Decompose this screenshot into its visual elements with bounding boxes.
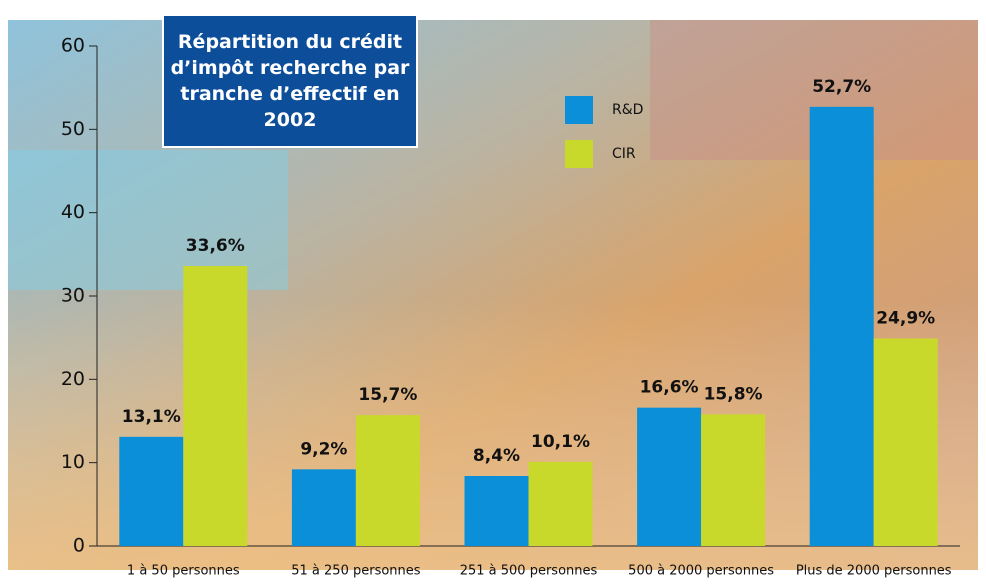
bar [873,338,938,546]
x-tick-label: 1 à 50 personnes [127,564,240,579]
y-tick-label: 0 [73,535,85,557]
value-label: 24,9% [876,309,935,329]
bar [809,106,874,546]
bar [119,436,184,546]
x-tick-label: 251 à 500 personnes [460,564,598,579]
bar [291,469,356,546]
y-tick-label: 30 [61,285,85,307]
y-tick-label: 20 [61,368,85,390]
bar [355,415,420,546]
bar [528,461,593,546]
legend-label: R&D [612,102,643,118]
x-tick-label: 51 à 250 personnes [291,564,421,579]
value-label: 9,2% [300,439,347,459]
value-label: 15,8% [704,384,763,404]
bar [464,476,529,546]
chart-title: Répartition du crédit d’impôt recherche … [162,14,418,148]
legend-swatch [565,140,593,168]
bar [637,407,702,546]
value-label: 52,7% [812,77,871,97]
legend-swatch [565,96,593,124]
x-tick-label: Plus de 2000 personnes [796,564,952,579]
y-tick-label: 40 [61,201,85,223]
y-tick-label: 10 [61,451,85,473]
value-label: 13,1% [122,407,181,427]
value-label: 33,6% [186,236,245,256]
bar [183,266,248,546]
value-label: 16,6% [640,378,699,398]
bar [701,414,766,546]
y-tick-label: 60 [61,35,85,57]
legend-label: CIR [612,146,636,162]
value-label: 15,7% [358,385,417,405]
y-tick-label: 50 [61,118,85,140]
x-tick-label: 500 à 2000 personnes [628,564,774,579]
value-label: 10,1% [531,432,590,452]
value-label: 8,4% [473,446,520,466]
